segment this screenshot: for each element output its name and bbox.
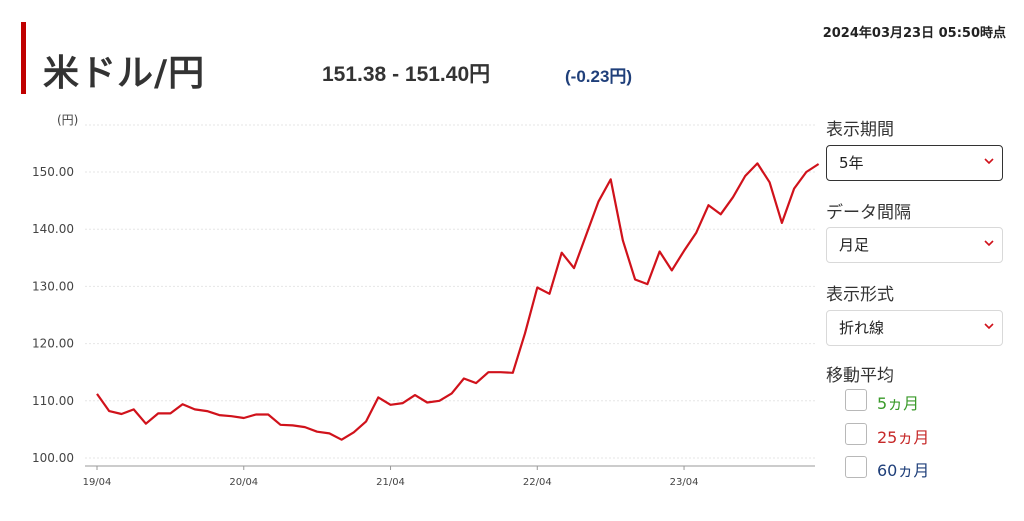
ma-5-label: 5ヵ月 (877, 394, 920, 413)
interval-label: データ間隔 (826, 203, 911, 223)
ma-60-checkbox[interactable] (845, 456, 867, 478)
timestamp: 2024年03月23日 05:50時点 (822, 26, 1006, 41)
page-title: 米ドル/円 (43, 53, 206, 94)
moving-average-label: 移動平均 (826, 366, 894, 386)
ma-60-label: 60ヵ月 (877, 461, 930, 480)
format-value: 折れ線 (839, 319, 885, 337)
x-tick-label: 22/04 (523, 477, 552, 488)
y-axis-unit: (円) (57, 113, 78, 127)
y-tick-label: 110.00 (32, 394, 74, 408)
period-select[interactable]: 5年 (826, 145, 1003, 181)
format-select[interactable]: 折れ線 (826, 310, 1003, 346)
chevron-down-icon (984, 240, 994, 247)
y-tick-label: 150.00 (32, 165, 74, 179)
x-tick-label: 23/04 (670, 477, 699, 488)
usd-jpy-price-line (96, 162, 820, 441)
period-value: 5年 (839, 154, 864, 172)
format-label: 表示形式 (826, 285, 894, 305)
x-tick-label: 21/04 (376, 477, 405, 488)
chevron-down-icon (984, 323, 994, 330)
chevron-down-icon (984, 158, 994, 165)
period-label: 表示期間 (826, 120, 894, 140)
price-chart: 100.00 110.00 120.00 130.00 140.00 150.00 19/… (32, 113, 820, 488)
y-tick-label: 120.00 (32, 337, 74, 351)
interval-value: 月足 (839, 236, 870, 254)
title-accent-bar (21, 22, 26, 94)
ma-5-checkbox[interactable] (845, 389, 867, 411)
y-tick-label: 130.00 (32, 279, 74, 293)
x-tick-label: 19/04 (83, 477, 112, 488)
ma-25-label: 25ヵ月 (877, 428, 930, 447)
bid-ask-rate: 151.38 - 151.40円 (322, 63, 491, 86)
ma-25-checkbox[interactable] (845, 423, 867, 445)
x-tick-label: 20/04 (229, 477, 258, 488)
y-tick-label: 100.00 (32, 451, 74, 465)
rate-change: (-0.23円) (565, 67, 633, 86)
y-tick-label: 140.00 (32, 222, 74, 236)
interval-select[interactable]: 月足 (826, 227, 1003, 263)
